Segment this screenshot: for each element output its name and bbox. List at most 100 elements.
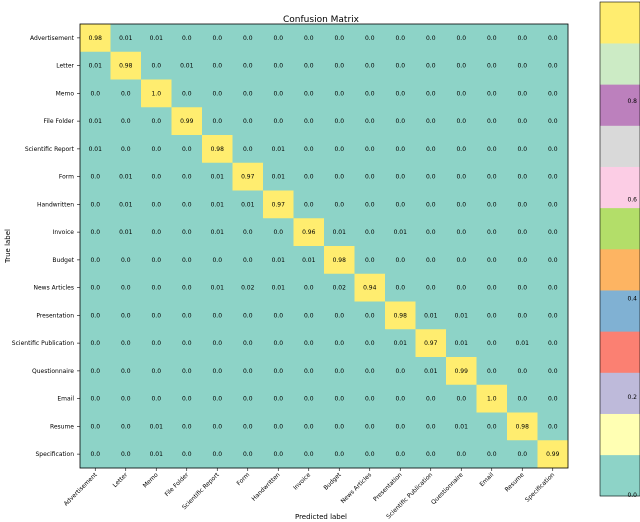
heatmap-cell [415,412,447,441]
heatmap-cell [171,384,203,413]
heatmap-cell [354,440,386,469]
cell-value-label: 0.0 [304,368,314,375]
colorbar-tick-label: 0.6 [627,197,637,204]
cell-value-label: 0.0 [395,423,405,430]
cell-value-label: 0.0 [151,174,161,181]
cell-value-label: 0.01 [119,35,133,42]
heatmap-cell [171,162,203,191]
heatmap-cell [324,79,355,108]
heatmap-cell [354,329,386,358]
cell-value-label: 0.0 [151,118,161,125]
heatmap-cell [202,412,233,441]
cell-value-label: 0.0 [121,118,131,125]
cell-value-label: 0.0 [212,368,222,375]
heatmap-cell [263,273,294,302]
heatmap-cell [507,79,538,108]
heatmap-cell [141,51,172,80]
heatmap-cell [202,135,233,164]
cell-value-label: 0.0 [151,229,161,236]
plot-frame [79,23,569,469]
colorbar-tick-label: 0.4 [627,295,637,302]
cell-value-label: 0.0 [426,118,436,125]
cell-value-label: 0.0 [243,340,253,347]
heatmap-cell [354,246,386,275]
heatmap-cell [141,79,172,108]
heatmap-cell [202,357,233,386]
cell-value-label: 0.0 [334,63,344,70]
cell-value-label: 0.98 [89,35,103,42]
heatmap-cell [476,246,508,275]
x-tick-label: Handwritten [251,471,282,502]
heatmap-cell [293,273,325,302]
heatmap-cell [141,218,172,247]
x-tick-label: Form [236,471,252,487]
heatmap-cell [110,246,142,275]
cell-value-label: 0.0 [395,285,405,292]
cell-value-label: 0.01 [333,229,347,236]
heatmap-cell [385,357,416,386]
cell-value-label: 0.01 [394,340,408,347]
heatmap-cell [80,246,111,275]
cell-value-label: 0.0 [304,90,314,97]
heatmap-cell [80,273,111,302]
cell-value-label: 0.0 [182,312,192,319]
x-tick-label: News Articles [340,471,374,505]
colorbar-tick-label: 0.0 [627,492,637,499]
heatmap-cell [354,218,386,247]
cell-value-label: 0.0 [548,118,558,125]
cell-value-label: 0.0 [395,368,405,375]
heatmap-cell [476,357,508,386]
cell-value-label: 0.0 [334,423,344,430]
heatmap-cell [263,24,294,53]
colorbar: 0.0 0.2 0.4 0.6 0.8 [599,1,640,499]
heatmap-cell [354,273,386,302]
heatmap-cell [232,246,264,275]
heatmap-cell [415,273,447,302]
heatmap-cell [232,107,264,136]
heatmap-cell [202,51,233,80]
heatmap-cell [171,107,203,136]
cell-value-label: 0.0 [548,396,558,403]
cell-value-label: 0.0 [182,396,192,403]
heatmap-cell [171,24,203,53]
y-tick-label: Budget [52,257,74,264]
heatmap-cell [171,79,203,108]
y-tick-label: Memo [56,90,75,97]
heatmap-cell [446,412,477,441]
cell-value-label: 0.01 [150,423,164,430]
colorbar-segment [600,125,640,167]
cell-value-label: 0.0 [548,257,558,264]
cell-value-label: 0.0 [182,340,192,347]
cell-value-label: 0.01 [455,340,469,347]
heatmap-cell [141,329,172,358]
heatmap-cell [202,218,233,247]
cell-value-label: 0.96 [302,229,316,236]
cell-value-label: 0.0 [121,90,131,97]
heatmap-cell [354,107,386,136]
colorbar-segment [600,43,640,85]
heatmap-cell [110,24,142,53]
heatmap-cell [293,135,325,164]
heatmap-cell [141,246,172,275]
x-tick-label: Invoice [292,471,312,491]
heatmap-cell [232,51,264,80]
cell-value-label: 0.0 [90,201,100,208]
cell-value-label: 0.01 [180,63,194,70]
heatmap-cell [80,135,111,164]
heatmap-cell [537,51,569,80]
heatmap-cell [232,273,264,302]
heatmap-cell [324,246,355,275]
cell-value-label: 0.01 [211,229,225,236]
cell-value-label: 0.0 [273,35,283,42]
cell-value-label: 0.0 [548,174,558,181]
cell-value-label: 0.01 [424,368,438,375]
heatmap-cell [232,384,264,413]
x-tick-label: Presentation [372,471,404,503]
heatmap-cell [141,301,172,330]
cell-value-label: 0.0 [426,257,436,264]
cell-value-label: 0.0 [304,285,314,292]
cell-value-label: 0.0 [304,451,314,458]
heatmap-cell [324,301,355,330]
cell-value-label: 0.0 [243,423,253,430]
cell-value-label: 0.0 [212,312,222,319]
